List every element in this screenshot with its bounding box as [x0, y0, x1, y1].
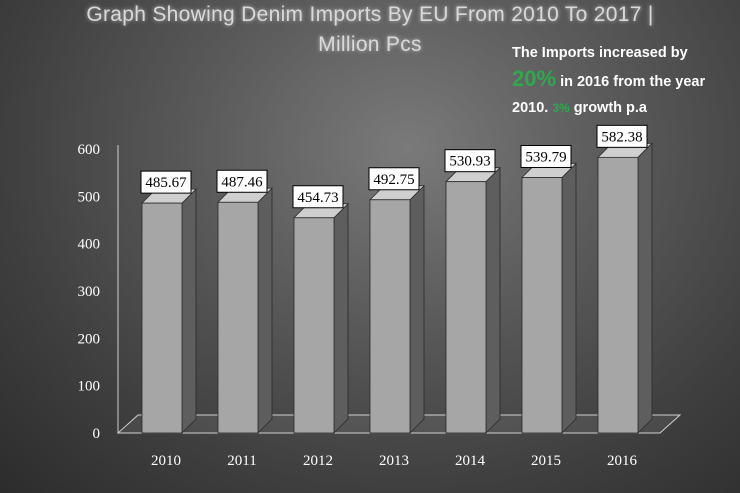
- x-tick-label: 2016: [607, 453, 638, 469]
- bar-front: [521, 177, 563, 434]
- y-tick-label: 0: [93, 426, 101, 442]
- data-label-box: [520, 144, 572, 168]
- bar: [369, 184, 425, 434]
- bar-side: [637, 142, 653, 434]
- bar: [293, 202, 349, 434]
- bar-front: [141, 202, 183, 434]
- data-label-box: [292, 185, 344, 209]
- bar: [521, 162, 577, 434]
- callout-line3-start: 2010.: [512, 100, 553, 116]
- y-tick-label: 200: [78, 331, 101, 347]
- data-label: 530.93: [449, 154, 490, 170]
- bar-side: [409, 184, 425, 434]
- callout-line1: The Imports increased by: [512, 45, 688, 61]
- y-tick-label: 500: [78, 189, 101, 205]
- callout-line3: 2010. 3% growth p.a: [512, 95, 738, 121]
- callout-line2: 20% in 2016 from the year: [512, 66, 738, 95]
- bar-side: [561, 162, 577, 434]
- bar-front: [217, 201, 259, 434]
- chart-title-line2: Million Pcs: [318, 33, 422, 56]
- data-label-box: [140, 170, 192, 194]
- data-label-box: [368, 167, 420, 191]
- data-label: 454.73: [297, 190, 338, 206]
- x-tick-label: 2012: [303, 453, 333, 469]
- bar: [445, 166, 501, 434]
- data-label-box: [444, 149, 496, 173]
- data-label: 539.79: [525, 149, 566, 165]
- data-label: 582.38: [601, 129, 642, 145]
- chart-title-line1: Graph Showing Denim Imports By EU From 2…: [86, 3, 654, 26]
- growth-callout: The Imports increased by 20% in 2016 fro…: [512, 40, 738, 121]
- bar-side: [181, 188, 197, 434]
- callout-line2-text: in 2016 from the year: [556, 74, 706, 90]
- callout-highlight-percent: 20%: [512, 66, 557, 91]
- data-label-box: [216, 169, 268, 193]
- bar-side: [485, 166, 501, 434]
- callout-line3-end: growth p.a: [569, 100, 648, 116]
- x-tick-label: 2010: [151, 453, 181, 469]
- bar-front: [293, 217, 335, 434]
- x-tick-label: 2014: [455, 453, 486, 469]
- bar-side: [257, 187, 273, 434]
- x-tick-label: 2013: [379, 453, 409, 469]
- bar-side: [333, 202, 349, 434]
- bar-front: [445, 181, 487, 434]
- callout-growth-rate: 3%: [552, 101, 570, 115]
- y-tick-label: 600: [78, 142, 101, 158]
- data-label-box: [596, 124, 648, 148]
- x-tick-label: 2015: [531, 453, 561, 469]
- y-tick-label: 400: [78, 237, 101, 253]
- data-label: 487.46: [221, 174, 263, 190]
- data-label: 485.67: [145, 175, 187, 191]
- x-tick-label: 2011: [227, 453, 256, 469]
- y-tick-label: 300: [78, 284, 101, 300]
- y-tick-label: 100: [78, 379, 101, 395]
- bar: [141, 188, 197, 434]
- bar: [217, 187, 273, 434]
- bar-front: [369, 199, 411, 434]
- bar: [597, 142, 653, 434]
- data-label: 492.75: [373, 172, 414, 188]
- bar-front: [597, 156, 639, 434]
